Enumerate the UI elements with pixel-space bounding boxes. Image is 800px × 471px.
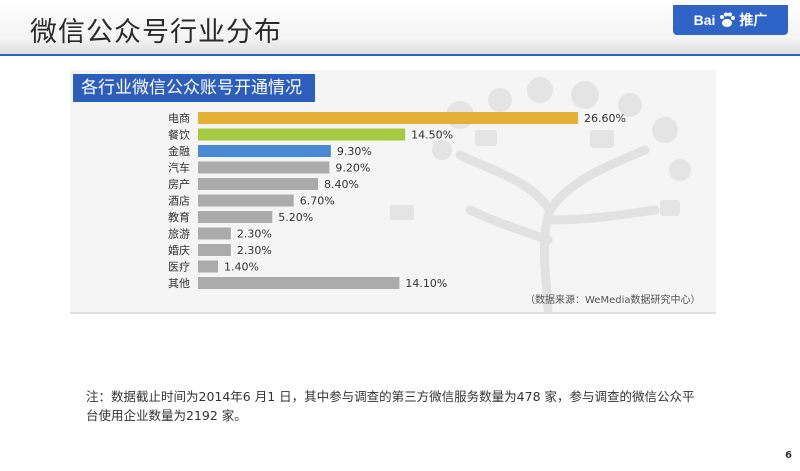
category-label: 酒店	[168, 194, 190, 208]
page-number: 6	[785, 450, 792, 461]
value-label: 2.30%	[237, 244, 272, 257]
category-label: 房产	[168, 177, 190, 191]
bar-chart: 电商 26.60% 餐饮 14.50% 金融 9.30% 汽车 9.20% 房产 8.40% 酒店 6…	[168, 111, 626, 290]
bar	[198, 178, 318, 190]
value-label: 14.50%	[411, 129, 453, 142]
category-label: 旅游	[168, 227, 190, 241]
bar	[198, 211, 273, 223]
value-label: 1.40%	[224, 261, 259, 274]
logo-suffix: 推广	[739, 12, 768, 28]
tree-illustration	[390, 77, 691, 312]
baidu-logo: Bai 推广	[673, 5, 788, 35]
category-label: 婚庆	[168, 243, 190, 257]
category-label: 汽车	[168, 161, 190, 175]
bar	[198, 194, 294, 207]
slide-title: 微信公众号行业分布	[30, 17, 282, 48]
bar	[198, 260, 218, 273]
data-source-note: （数据来源：WeMedia数据研究中心）	[525, 295, 701, 306]
bar	[198, 277, 400, 289]
bar	[198, 112, 578, 124]
bar	[198, 244, 231, 256]
bar	[198, 128, 406, 141]
chart-title: 各行业微信公众账号开通情况	[73, 74, 315, 102]
bar	[198, 227, 231, 240]
category-label: 餐饮	[168, 128, 190, 142]
value-label: 5.20%	[278, 211, 313, 224]
value-label: 9.20%	[335, 162, 370, 175]
logo-text: Bai	[693, 12, 716, 28]
category-label: 其他	[168, 277, 190, 290]
category-label: 金融	[168, 144, 190, 158]
slide-header	[0, 0, 800, 56]
bar	[198, 161, 330, 174]
category-label: 医疗	[168, 260, 190, 274]
chart-panel: 电商 26.60% 餐饮 14.50% 金融 9.30% 汽车 9.20% 房产 8.40% 酒店 6…	[70, 70, 716, 314]
bar	[198, 145, 331, 157]
value-label: 6.70%	[300, 195, 335, 208]
category-label: 电商	[168, 111, 190, 125]
footnote: 注：数据截止时间为2014年6 月1 日，其中参与调查的第三方微信服务数量为47…	[86, 389, 695, 423]
value-label: 8.40%	[324, 178, 359, 191]
value-label: 26.60%	[584, 112, 626, 125]
header-divider	[0, 54, 800, 56]
paw-icon	[720, 12, 736, 27]
value-label: 2.30%	[237, 228, 272, 241]
value-label: 9.30%	[337, 145, 372, 158]
category-label: 教育	[168, 210, 190, 224]
value-label: 14.10%	[405, 277, 447, 290]
